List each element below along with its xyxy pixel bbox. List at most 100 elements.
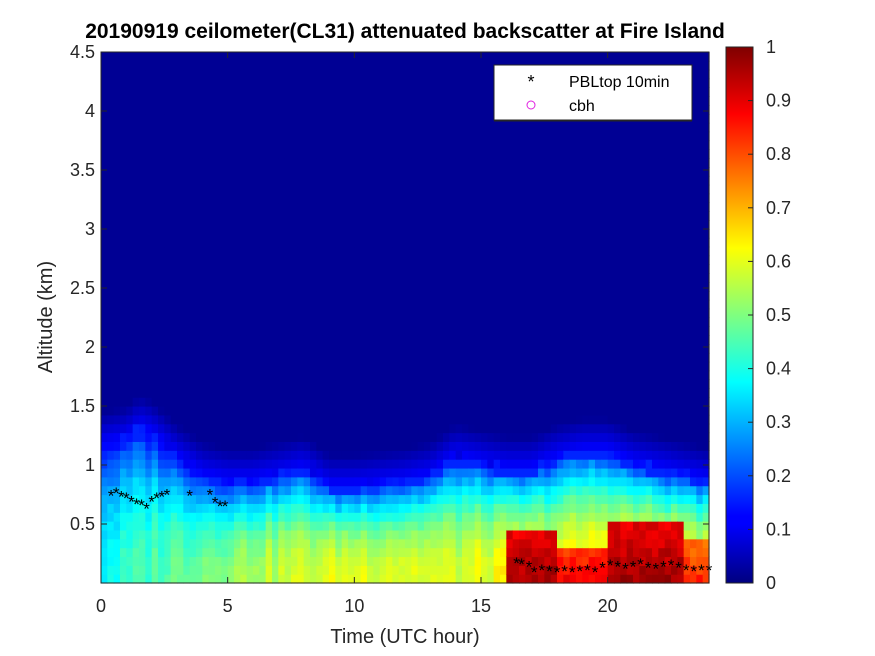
heatmap-cell bbox=[474, 494, 482, 504]
heatmap-cell bbox=[240, 175, 248, 186]
heatmap-cell bbox=[392, 290, 400, 301]
heatmap-cell bbox=[373, 220, 381, 230]
heatmap-cell bbox=[468, 361, 476, 372]
heatmap-cell bbox=[373, 352, 381, 363]
heatmap-cell bbox=[278, 397, 286, 407]
heatmap-cell bbox=[443, 521, 450, 531]
heatmap-cell bbox=[449, 184, 457, 195]
heatmap-cell bbox=[500, 529, 507, 540]
heatmap-cell bbox=[417, 529, 425, 540]
heatmap-cell bbox=[386, 69, 393, 80]
heatmap-cell bbox=[202, 503, 210, 513]
heatmap-cell bbox=[506, 503, 514, 513]
heatmap-cell bbox=[132, 335, 140, 345]
heatmap-cell bbox=[373, 547, 381, 558]
heatmap-cell bbox=[215, 538, 222, 549]
heatmap-cell bbox=[360, 78, 368, 88]
heatmap-cell bbox=[550, 184, 558, 195]
heatmap-cell bbox=[367, 326, 374, 336]
heatmap-cell bbox=[531, 538, 539, 549]
heatmap-cell bbox=[335, 113, 343, 124]
heatmap-cell bbox=[481, 175, 488, 186]
heatmap-cell bbox=[538, 282, 545, 292]
heatmap-cell bbox=[234, 521, 241, 531]
heatmap-cell bbox=[500, 211, 507, 221]
heatmap-cell bbox=[392, 158, 400, 168]
heatmap-cell bbox=[310, 282, 317, 292]
heatmap-cell bbox=[614, 175, 621, 186]
heatmap-cell bbox=[272, 406, 279, 416]
heatmap-cell bbox=[493, 432, 501, 442]
heatmap-cell bbox=[493, 246, 501, 257]
heatmap-cell bbox=[310, 290, 317, 301]
heatmap-cell bbox=[462, 459, 469, 469]
heatmap-cell bbox=[607, 255, 615, 265]
heatmap-cell bbox=[386, 140, 393, 150]
heatmap-cell bbox=[493, 503, 501, 513]
heatmap-cell bbox=[259, 308, 267, 319]
heatmap-cell bbox=[303, 467, 311, 478]
heatmap-cell bbox=[202, 158, 210, 168]
heatmap-cell bbox=[215, 529, 222, 540]
heatmap-cell bbox=[158, 432, 165, 442]
heatmap-cell bbox=[297, 255, 305, 265]
heatmap-cell bbox=[297, 352, 305, 363]
heatmap-cell bbox=[208, 96, 216, 106]
heatmap-cell bbox=[158, 308, 165, 319]
heatmap-cell bbox=[544, 211, 552, 221]
heatmap-cell bbox=[538, 485, 545, 496]
heatmap-cell bbox=[601, 379, 609, 389]
heatmap-cell bbox=[329, 87, 336, 97]
heatmap-cell bbox=[500, 344, 507, 354]
heatmap-cell bbox=[519, 388, 526, 398]
heatmap-cell bbox=[278, 211, 286, 221]
heatmap-cell bbox=[563, 202, 571, 212]
heatmap-cell bbox=[240, 565, 248, 575]
heatmap-cell bbox=[487, 485, 495, 496]
heatmap-cell bbox=[576, 450, 583, 460]
heatmap-cell bbox=[322, 494, 330, 504]
heatmap-cell bbox=[436, 246, 444, 257]
heatmap-cell bbox=[183, 60, 191, 71]
heatmap-cell bbox=[601, 52, 609, 62]
heatmap-cell bbox=[620, 202, 628, 212]
heatmap-cell bbox=[291, 78, 298, 88]
heatmap-cell bbox=[208, 467, 216, 478]
heatmap-cell bbox=[310, 406, 317, 416]
heatmap-cell bbox=[208, 264, 216, 274]
heatmap-cell bbox=[234, 406, 241, 416]
heatmap-cell bbox=[215, 229, 222, 239]
heatmap-cell bbox=[189, 450, 197, 460]
heatmap-cell bbox=[614, 131, 621, 142]
heatmap-cell bbox=[139, 202, 146, 212]
heatmap-cell bbox=[481, 264, 488, 274]
heatmap-cell bbox=[126, 388, 134, 398]
heatmap-cell bbox=[468, 158, 476, 168]
heatmap-cell bbox=[595, 158, 602, 168]
heatmap-cell bbox=[538, 476, 545, 487]
heatmap-cell bbox=[392, 131, 400, 142]
heatmap-cell bbox=[107, 290, 115, 301]
heatmap-cell bbox=[196, 467, 203, 478]
heatmap-cell bbox=[227, 113, 235, 124]
heatmap-cell bbox=[101, 547, 108, 558]
heatmap-cell bbox=[120, 158, 127, 168]
heatmap-cell bbox=[329, 503, 336, 513]
heatmap-cell bbox=[588, 521, 596, 531]
heatmap-cell bbox=[265, 167, 273, 177]
heatmap-cell bbox=[335, 326, 343, 336]
heatmap-cell bbox=[170, 308, 178, 319]
heatmap-cell bbox=[215, 388, 222, 398]
heatmap-cell bbox=[253, 565, 260, 575]
heatmap-cell bbox=[208, 220, 216, 230]
heatmap-cell bbox=[544, 202, 552, 212]
heatmap-cell bbox=[405, 246, 412, 257]
heatmap-cell bbox=[411, 432, 419, 442]
heatmap-cell bbox=[151, 441, 159, 451]
heatmap-cell bbox=[170, 503, 178, 513]
heatmap-cell bbox=[373, 246, 381, 257]
heatmap-cell bbox=[322, 246, 330, 257]
heatmap-cell bbox=[525, 397, 533, 407]
heatmap-cell bbox=[398, 370, 406, 381]
heatmap-cell bbox=[265, 290, 273, 301]
